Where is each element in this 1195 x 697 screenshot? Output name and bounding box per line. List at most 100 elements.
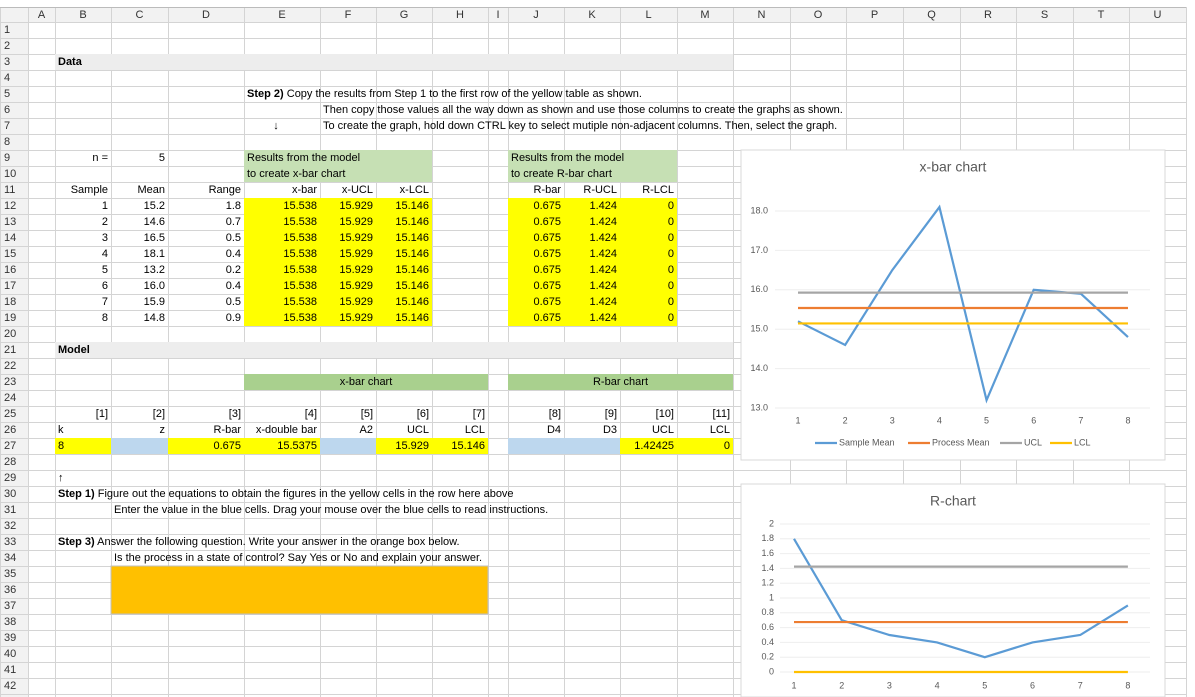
column-header: S (1041, 9, 1048, 21)
x-tick-label: 8 (1125, 415, 1130, 425)
cell-text: 18.1 (144, 248, 165, 260)
green-fill (508, 150, 677, 182)
cell-text: [6] (417, 408, 429, 420)
cell-text: Results from the model (247, 152, 360, 164)
cell-text: 13.2 (144, 264, 165, 276)
chart-area (740, 149, 1166, 461)
row-header: 19 (4, 312, 16, 324)
cell-text-part: Step 1) (58, 488, 95, 500)
row-header: 31 (4, 504, 16, 516)
cell-text: 15.146 (395, 216, 429, 228)
yellow-cell (168, 438, 244, 454)
row-header: 6 (4, 104, 10, 116)
column-header: K (588, 9, 596, 21)
cell-text: [10] (656, 408, 674, 420)
cell-text: 6 (102, 280, 108, 292)
y-tick-label: 2 (769, 518, 774, 528)
cell-text: 15.146 (451, 440, 485, 452)
legend-label: Process Mean (932, 437, 990, 447)
cell-text: LCL (710, 424, 730, 436)
cell-text: LCL (465, 424, 485, 436)
cell-text: 0.675 (533, 280, 561, 292)
cell-text-part: Step 2) (247, 88, 284, 100)
y-tick-label: 1.4 (761, 563, 774, 573)
cell-text: 0.675 (533, 312, 561, 324)
cell-text: 0 (668, 280, 674, 292)
row-header: 8 (4, 136, 10, 148)
row-header: 27 (4, 440, 16, 452)
cell-text: 0.7 (226, 216, 241, 228)
y-tick-label: 0.4 (761, 637, 774, 647)
cell-text: 0.675 (533, 232, 561, 244)
column-header: T (1098, 9, 1105, 21)
cell-text: z (160, 424, 166, 436)
cell-text: UCL (407, 424, 429, 436)
cell-text: 15.538 (283, 296, 317, 308)
cell-text: R-bar (533, 184, 561, 196)
cell-text: 7 (102, 296, 108, 308)
row-header: 20 (4, 328, 16, 340)
cell-text: 15.146 (395, 264, 429, 276)
x-tick-label: 1 (791, 680, 796, 690)
row-header: 18 (4, 296, 16, 308)
row-header: 37 (4, 600, 16, 612)
cell-text: R-LCL (642, 184, 674, 196)
blue-cell (564, 438, 620, 454)
cell-text: 0.675 (213, 440, 241, 452)
x-tick-label: 3 (890, 415, 895, 425)
y-tick-label: 18.0 (750, 205, 768, 215)
cell-text: [5] (361, 408, 373, 420)
blue-cell (320, 438, 376, 454)
cell-text: 1.42425 (634, 440, 674, 452)
y-tick-label: 0 (769, 666, 774, 676)
row-header: 28 (4, 456, 16, 468)
cell-text: x-UCL (342, 184, 373, 196)
row-header: 29 (4, 472, 16, 484)
cell-text: 0 (668, 312, 674, 324)
column-header: G (400, 9, 409, 21)
cell-text: 0.4 (226, 248, 241, 260)
cell-text: 15.929 (339, 296, 373, 308)
column-header: Q (927, 9, 936, 21)
row-header: 38 (4, 616, 16, 628)
cell-text: 1.424 (589, 280, 617, 292)
cell-text: Enter the value in the blue cells. Drag … (114, 504, 548, 516)
cell-text: 1.424 (589, 312, 617, 324)
cell-text: 1.8 (226, 200, 241, 212)
cell-text: ↑ (58, 472, 64, 484)
cell-text: 15.929 (339, 312, 373, 324)
column-header: M (700, 9, 709, 21)
x-tick-label: 2 (839, 680, 844, 690)
row-header: 2 (4, 40, 10, 52)
x-tick-label: 5 (982, 680, 987, 690)
cell-text: [11] (712, 408, 730, 420)
y-tick-label: 0.8 (761, 607, 774, 617)
row-header: 42 (4, 680, 16, 692)
row-header: 41 (4, 664, 16, 676)
row-header: 23 (4, 376, 16, 388)
band (55, 342, 733, 358)
chart-title: x-bar chart (920, 159, 987, 175)
cell-text: R-bar chart (593, 376, 648, 388)
cell-text: 0 (668, 296, 674, 308)
cell-text: UCL (652, 424, 674, 436)
cell-text: [4] (305, 408, 317, 420)
cell-text: 1.424 (589, 248, 617, 260)
row-header: 26 (4, 424, 16, 436)
cell-text: 15.146 (395, 312, 429, 324)
band (55, 54, 733, 70)
cell-text: 0 (668, 216, 674, 228)
y-tick-label: 0.6 (761, 622, 774, 632)
legend-label: LCL (1074, 437, 1091, 447)
cell-text: n = (92, 152, 108, 164)
row-header: 14 (4, 232, 16, 244)
cell-text: 0 (668, 248, 674, 260)
cell-text: Sample (71, 184, 108, 196)
row-header: 7 (4, 120, 10, 132)
y-tick-label: 1.6 (761, 548, 774, 558)
green-fill (508, 374, 733, 390)
column-header: J (533, 9, 539, 21)
blue-cell (508, 438, 564, 454)
legend-label: Sample Mean (839, 437, 895, 447)
cell-text: 5 (159, 152, 165, 164)
